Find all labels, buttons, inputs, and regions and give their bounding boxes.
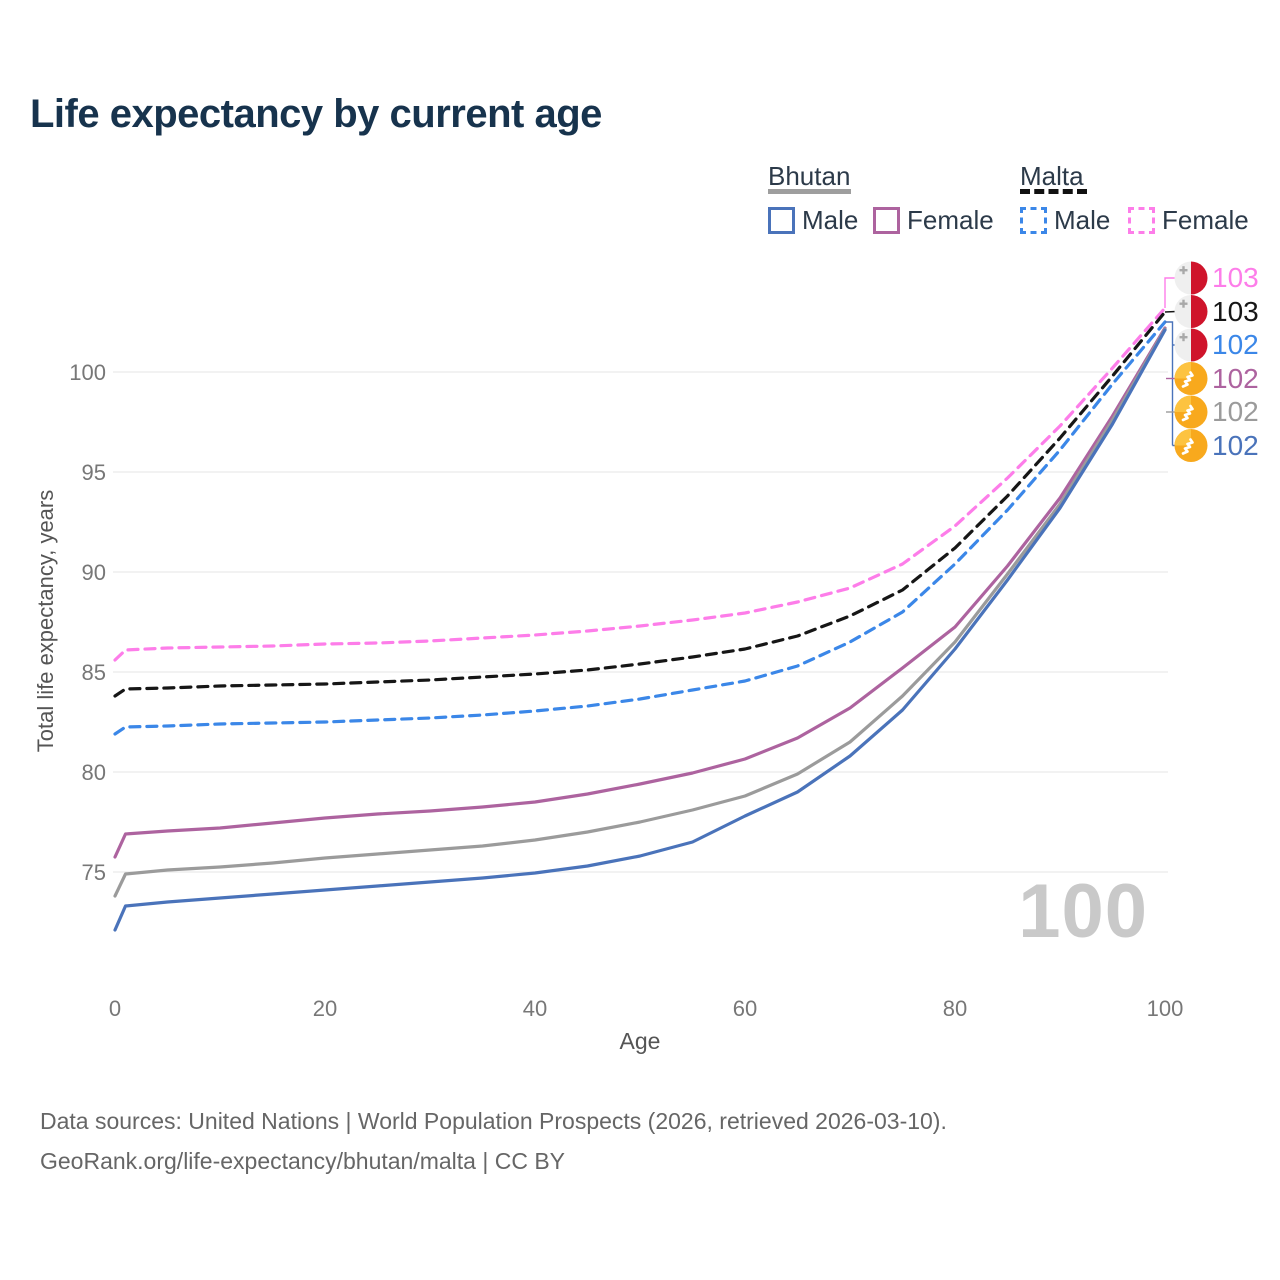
malta-cross-icon bbox=[1182, 266, 1185, 275]
connector-malta-female bbox=[1164, 277, 1176, 308]
malta-flag-red-half bbox=[1191, 328, 1208, 362]
y-tick-95: 95 bbox=[81, 460, 106, 485]
malta-female-swatch-icon bbox=[1128, 207, 1155, 234]
legend-item-label: Female bbox=[907, 205, 994, 235]
bhutan-dragon-icon bbox=[1181, 404, 1194, 422]
bhutan-flag-light-half bbox=[1174, 395, 1191, 412]
end-label-bhutan-female: 102 bbox=[1212, 362, 1259, 394]
page-title: Life expectancy by current age bbox=[30, 92, 602, 136]
legend-group-bhutan: Bhutan bbox=[768, 161, 851, 191]
footer-attribution[interactable]: GeoRank.org/life-expectancy/bhutan/malta… bbox=[40, 1148, 566, 1174]
x-tick-20: 20 bbox=[312, 996, 338, 1021]
series-line-malta[interactable] bbox=[113, 310, 1167, 698]
x-tick-100: 100 bbox=[1146, 996, 1184, 1021]
legend-item-bhutan-male[interactable]: Male bbox=[768, 205, 858, 236]
y-tick-90: 90 bbox=[81, 560, 106, 585]
series-line-bhutan-male[interactable] bbox=[113, 328, 1167, 932]
legend-item-bhutan-female[interactable]: Female bbox=[873, 205, 994, 236]
bhutan-male-swatch-icon bbox=[768, 207, 795, 234]
footer-data-sources: Data sources: United Nations | World Pop… bbox=[40, 1108, 947, 1134]
x-tick-0: 0 bbox=[108, 996, 122, 1021]
legend-item-label: Male bbox=[802, 205, 859, 235]
malta-male-swatch-icon bbox=[1020, 207, 1047, 234]
end-label-malta: 103 bbox=[1212, 295, 1259, 327]
end-label-malta-female: 103 bbox=[1212, 262, 1259, 293]
x-axis-title: Age bbox=[619, 1028, 661, 1054]
bhutan-female-swatch-icon bbox=[873, 207, 900, 234]
bhutan-flag-light-half bbox=[1174, 362, 1191, 379]
legend-item-malta-male[interactable]: Male bbox=[1020, 205, 1110, 236]
series-line-malta-male[interactable] bbox=[113, 320, 1167, 736]
x-tick-80: 80 bbox=[942, 996, 968, 1021]
y-tick-85: 85 bbox=[81, 660, 106, 685]
legend-underline-malta bbox=[1020, 189, 1087, 194]
end-label-malta-male: 102 bbox=[1212, 329, 1259, 360]
x-tick-60: 60 bbox=[732, 996, 758, 1021]
malta-cross-icon bbox=[1182, 299, 1185, 308]
legend-underline-bhutan bbox=[768, 189, 851, 194]
age-watermark: 100 bbox=[1018, 869, 1148, 954]
series-line-bhutan[interactable] bbox=[113, 327, 1167, 898]
end-label-bhutan: 102 bbox=[1212, 396, 1259, 427]
x-tick-40: 40 bbox=[522, 996, 548, 1021]
legend-item-label: Male bbox=[1054, 205, 1111, 235]
connector-malta bbox=[1164, 310, 1177, 313]
y-tick-100: 100 bbox=[69, 360, 106, 385]
legend-item-malta-female[interactable]: Female bbox=[1128, 205, 1249, 236]
bhutan-dragon-icon bbox=[1181, 371, 1194, 388]
bhutan-flag-light-half bbox=[1174, 429, 1191, 446]
y-tick-75: 75 bbox=[81, 860, 106, 885]
series-line-bhutan-female[interactable] bbox=[113, 326, 1167, 859]
end-label-bhutan-male: 102 bbox=[1212, 429, 1259, 461]
legend-item-label: Female bbox=[1162, 205, 1249, 235]
bhutan-dragon-icon bbox=[1181, 438, 1194, 455]
malta-flag-red-half bbox=[1191, 261, 1208, 295]
malta-cross-icon bbox=[1182, 333, 1185, 342]
series-line-malta-female[interactable] bbox=[113, 306, 1167, 662]
malta-flag-red-half bbox=[1191, 295, 1208, 328]
y-tick-80: 80 bbox=[81, 760, 106, 785]
legend-group-malta: Malta bbox=[1020, 161, 1084, 191]
